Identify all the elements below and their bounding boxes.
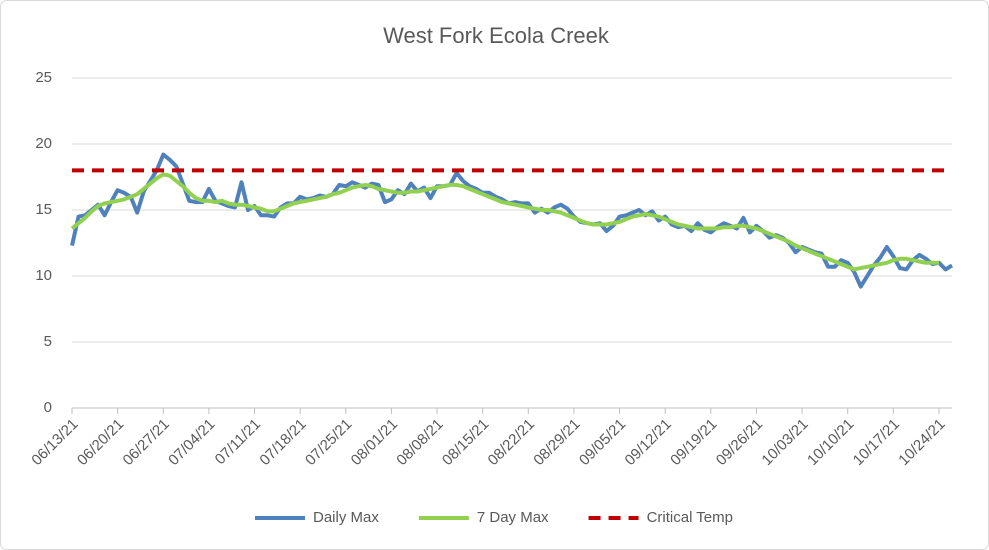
y-tick-label: 15 xyxy=(35,201,52,218)
y-tick-label: 5 xyxy=(44,333,52,350)
y-tick-label: 25 xyxy=(35,69,52,86)
y-tick-label: 20 xyxy=(35,135,52,152)
y-tick-label: 0 xyxy=(44,399,52,416)
y-tick-label: 10 xyxy=(35,267,52,284)
chart-title: West Fork Ecola Creek xyxy=(383,23,610,48)
series-line xyxy=(70,172,939,272)
legend-label: 7 Day Max xyxy=(477,509,549,526)
legend-label: Daily Max xyxy=(313,509,379,526)
legend-label: Critical Temp xyxy=(647,509,733,526)
